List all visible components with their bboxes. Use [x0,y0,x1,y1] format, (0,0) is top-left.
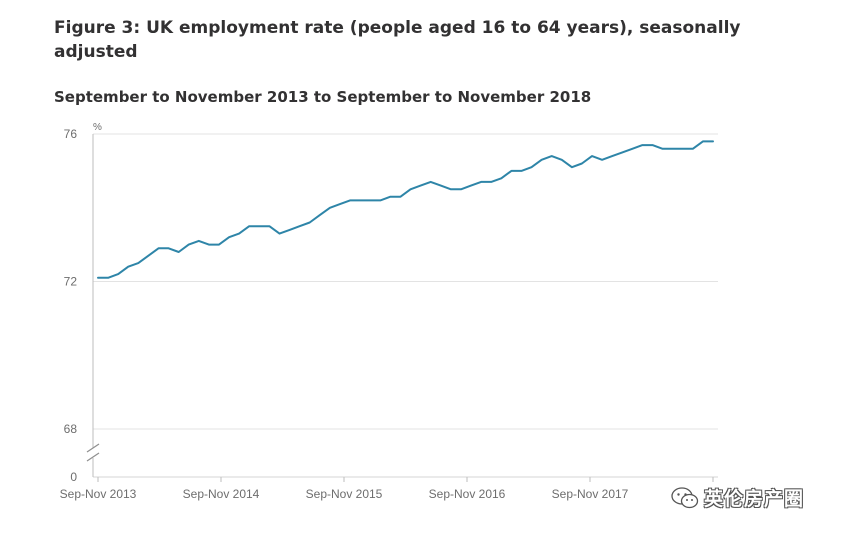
x-tick-label: Sep-Nov 2016 [429,487,506,501]
y-tick-label: 68 [64,422,78,436]
x-tick-label: Sep-Nov 2017 [552,487,629,501]
wechat-icon [671,486,699,508]
x-tick-label: Sep-Nov 2015 [306,487,383,501]
series-line-employment-rate [97,140,714,279]
y-tick-label: 72 [64,275,78,289]
chart-subtitle: September to November 2013 to September … [54,88,592,106]
x-tick-label: Sep-Nov 2014 [183,487,260,501]
y-unit-label: % [93,122,102,133]
x-tick-label: ov [707,487,720,501]
watermark: 英伦房产圈 [670,484,804,511]
watermark-text: 英伦房产圈 [704,488,805,510]
axis-break-mark [86,443,100,453]
y-tick-label-zero: 0 [70,470,77,484]
chart-title: Figure 3: UK employment rate (people age… [54,18,741,62]
x-tick-label: Sep-Nov 2013 [60,487,137,501]
y-tick-label: 76 [64,127,78,141]
axis-break-mark [86,452,100,462]
